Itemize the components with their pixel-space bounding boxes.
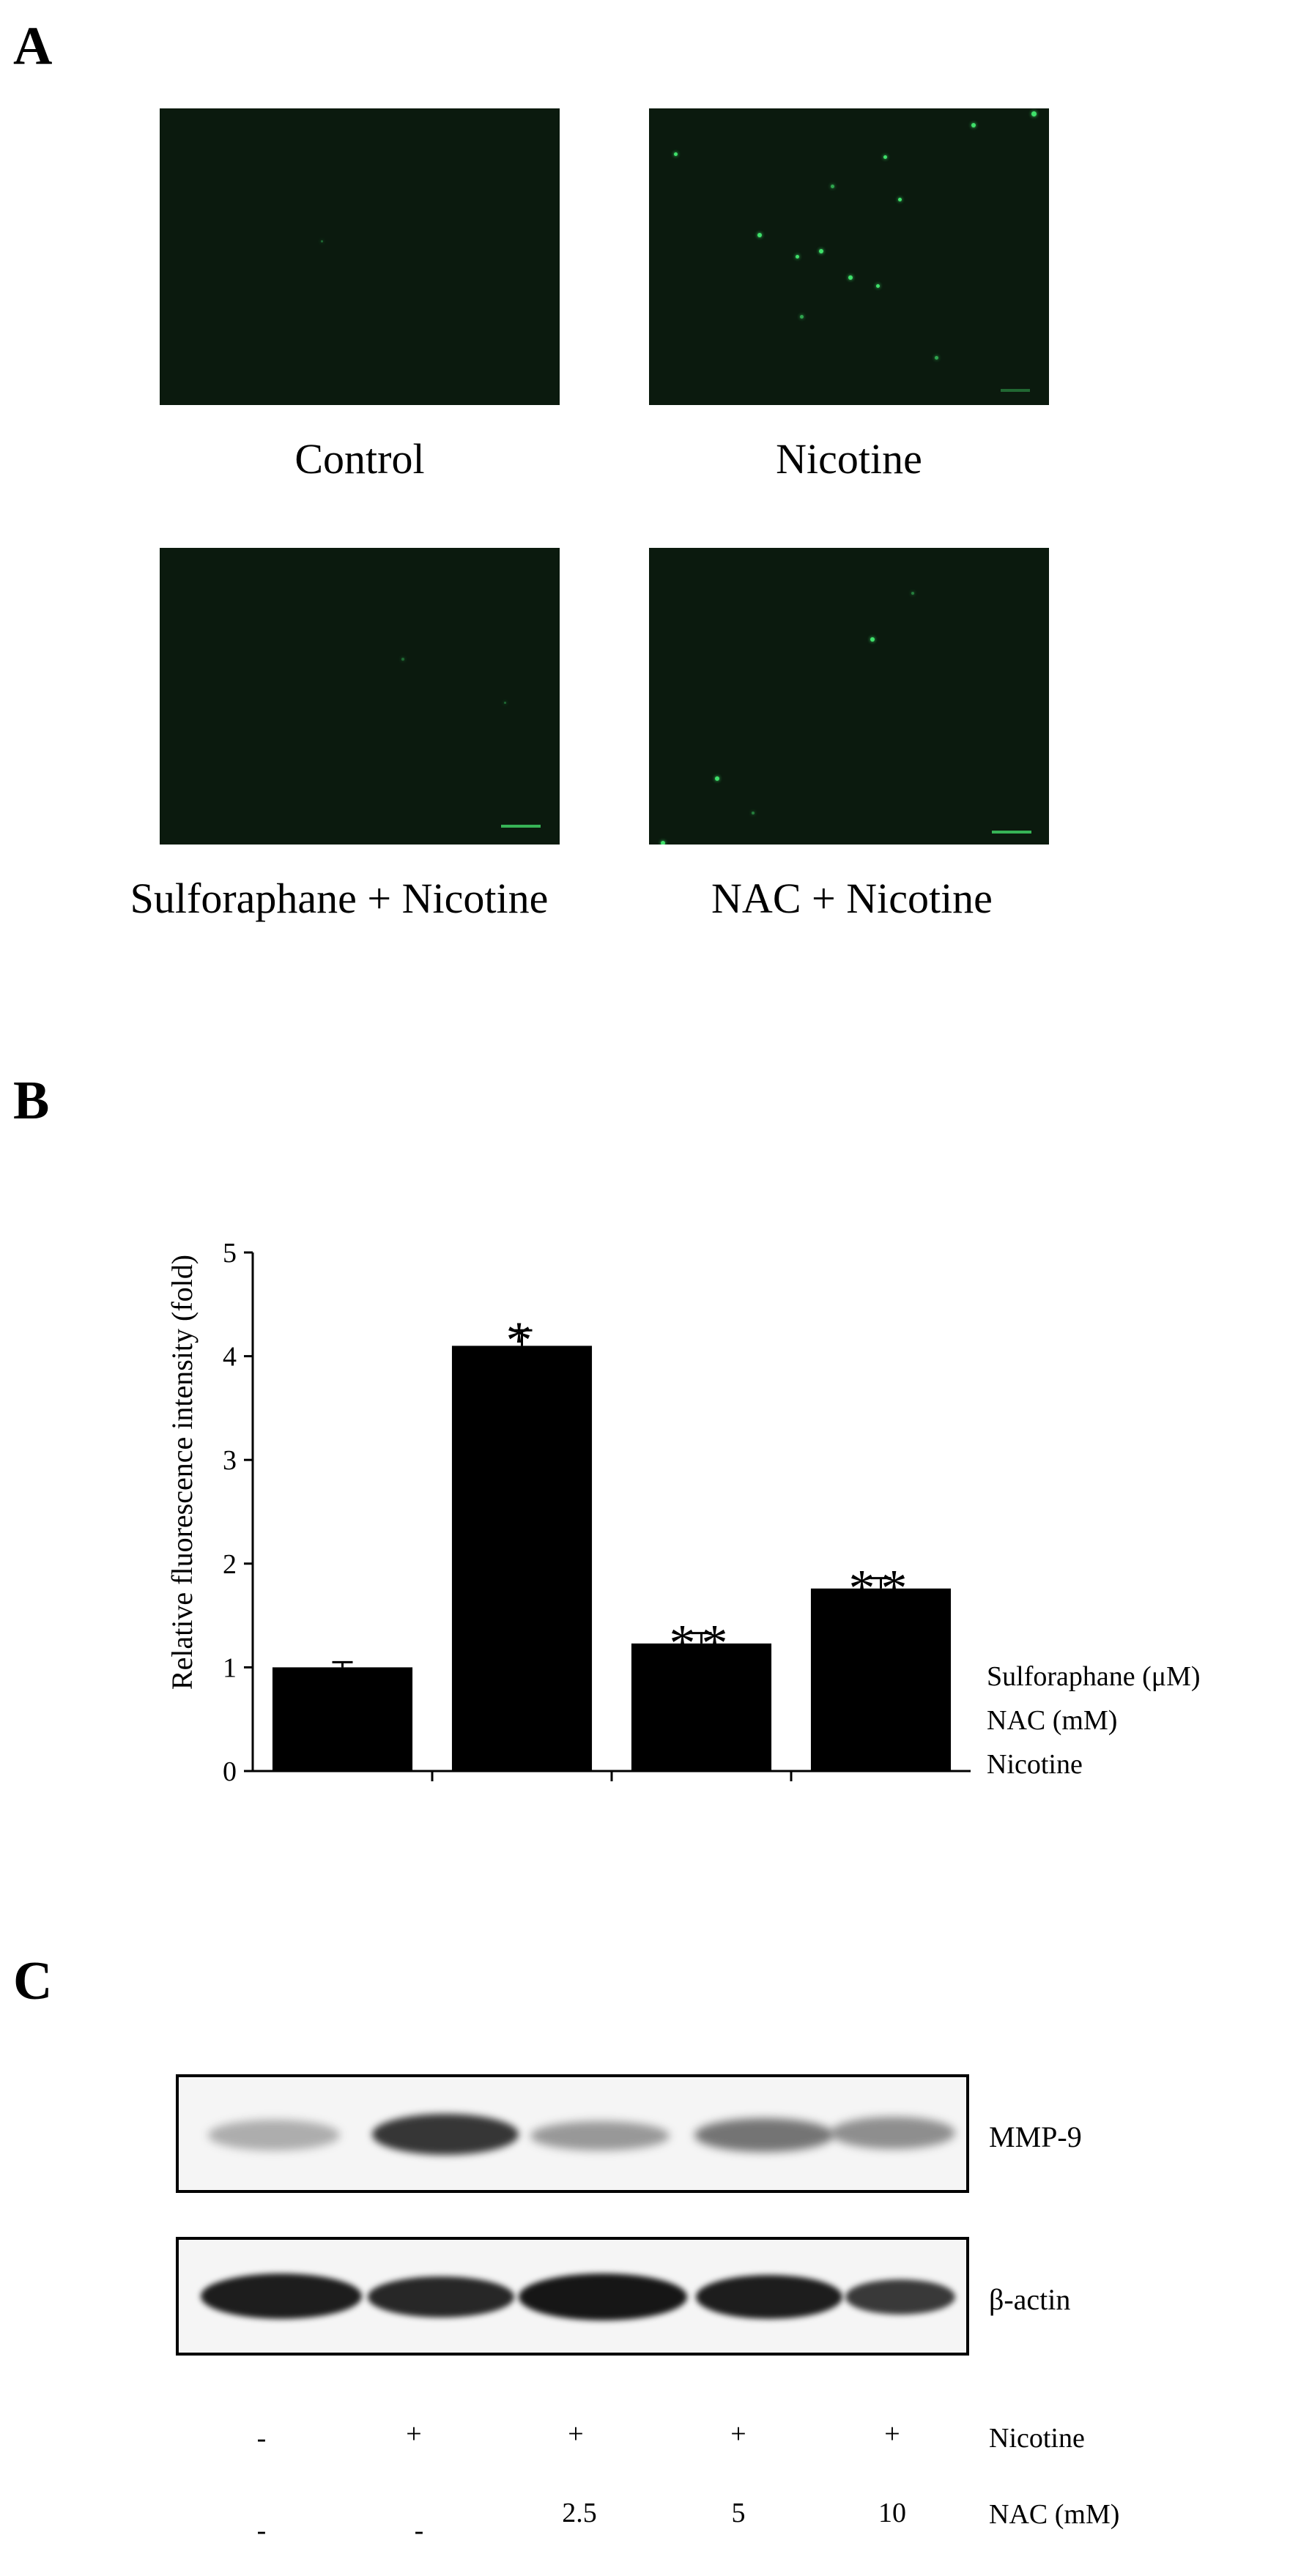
bar-0 bbox=[272, 1667, 413, 1771]
y-tick-label-0: 0 bbox=[223, 1756, 237, 1787]
cell-c-1-1: - bbox=[414, 2515, 424, 2546]
y-tick-label-1: 1 bbox=[223, 1652, 237, 1683]
cell-b-1-3: 5 bbox=[875, 1705, 890, 1736]
cell-b-0-0: - bbox=[330, 1661, 340, 1692]
cell-c-1-0: - bbox=[256, 2515, 267, 2546]
y-axis-label: Relative fluorescence intensity (fold) bbox=[166, 1255, 199, 1690]
blot-mmp9 bbox=[176, 2074, 969, 2193]
micrograph-nac-nicotine bbox=[649, 548, 1049, 845]
y-tick-label-4: 4 bbox=[223, 1342, 237, 1373]
micrograph-sulforaphane-nicotine bbox=[160, 548, 560, 845]
cell-b-0-2: 30 bbox=[688, 1661, 716, 1692]
significance-mark-2: ** bbox=[670, 1614, 734, 1673]
row-label-nac: NAC (mM) bbox=[987, 1705, 1118, 1736]
cell-c-1-4: 10 bbox=[878, 2498, 906, 2528]
significance-mark-3: ** bbox=[849, 1559, 913, 1618]
micrograph-nicotine bbox=[649, 108, 1049, 405]
caption-sulforaphane-nicotine: Sulforaphane + Nicotine bbox=[130, 875, 549, 922]
bar-1 bbox=[451, 1345, 593, 1771]
caption-control: Control bbox=[294, 435, 425, 483]
row-label-c-nac: NAC (mM) bbox=[989, 2499, 1120, 2530]
blot-label-beta-actin: β-actin bbox=[989, 2283, 1071, 2316]
cell-b-2-2: + bbox=[694, 1749, 710, 1780]
cell-c-0-4: + bbox=[884, 2419, 900, 2449]
cell-c-0-3: + bbox=[730, 2419, 746, 2449]
y-tick-label-5: 5 bbox=[223, 1238, 237, 1269]
cell-c-0-0: - bbox=[256, 2423, 267, 2454]
y-tick-label-2: 2 bbox=[223, 1549, 237, 1580]
panel-a-label: A bbox=[13, 16, 53, 76]
caption-nac-nicotine: NAC + Nicotine bbox=[711, 875, 993, 922]
caption-nicotine: Nicotine bbox=[776, 435, 922, 483]
cell-b-2-0: - bbox=[330, 1749, 340, 1780]
bar-2 bbox=[631, 1643, 772, 1771]
bar-3 bbox=[810, 1588, 952, 1771]
panel-c-label: C bbox=[13, 1951, 53, 2011]
cell-c-1-3: 5 bbox=[731, 2498, 746, 2528]
blot-beta-actin bbox=[176, 2237, 969, 2356]
y-tick-label-3: 3 bbox=[223, 1445, 237, 1476]
row-label-nicotine: Nicotine bbox=[987, 1749, 1083, 1780]
row-label-c-nicotine: Nicotine bbox=[989, 2423, 1085, 2454]
significance-mark-1: * bbox=[506, 1311, 538, 1370]
cell-b-0-1: - bbox=[516, 1661, 527, 1692]
row-label-sulforaphane: Sulforaphane (μM) bbox=[987, 1661, 1201, 1692]
cell-b-1-2: - bbox=[697, 1705, 707, 1736]
bar-chart: Relative fluorescence intensity (fold) 0… bbox=[166, 1238, 971, 1787]
cell-c-0-1: + bbox=[406, 2419, 422, 2449]
cell-b-2-1: + bbox=[514, 1749, 530, 1780]
cell-b-1-0: - bbox=[330, 1705, 340, 1736]
panel-b-label: B bbox=[13, 1071, 50, 1131]
micrograph-control bbox=[160, 108, 560, 405]
cell-b-1-1: - bbox=[516, 1705, 527, 1736]
cell-c-0-2: + bbox=[568, 2419, 584, 2449]
cell-b-2-3: + bbox=[875, 1749, 891, 1780]
cell-b-0-3: - bbox=[878, 1661, 888, 1692]
blot-label-mmp9: MMP-9 bbox=[989, 2120, 1082, 2153]
cell-c-1-2: 2.5 bbox=[562, 2498, 597, 2528]
